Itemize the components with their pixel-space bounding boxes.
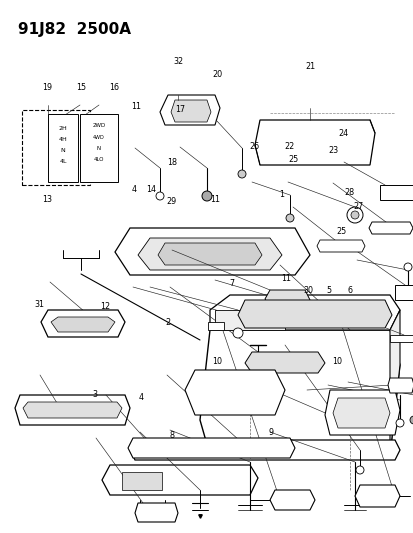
- Bar: [80, 114, 118, 182]
- Text: 13: 13: [43, 196, 52, 204]
- Polygon shape: [389, 335, 413, 342]
- Text: 19: 19: [43, 84, 52, 92]
- Text: 32: 32: [173, 57, 183, 66]
- Polygon shape: [130, 440, 399, 460]
- Polygon shape: [254, 120, 374, 165]
- Polygon shape: [244, 352, 324, 373]
- Text: 4: 4: [138, 393, 143, 401]
- Text: 23: 23: [328, 146, 337, 155]
- Circle shape: [156, 192, 164, 200]
- Circle shape: [355, 466, 363, 474]
- Text: 5: 5: [326, 286, 331, 295]
- Text: 4LO: 4LO: [93, 157, 104, 161]
- Text: 25: 25: [336, 228, 346, 236]
- Text: 16: 16: [109, 84, 119, 92]
- Polygon shape: [389, 310, 399, 455]
- Circle shape: [285, 214, 293, 222]
- Text: 4: 4: [132, 185, 137, 193]
- Text: 1: 1: [278, 190, 283, 198]
- Text: 15: 15: [76, 84, 85, 92]
- Circle shape: [395, 419, 403, 427]
- Polygon shape: [209, 295, 399, 330]
- Text: 91J82  2500A: 91J82 2500A: [18, 22, 131, 37]
- Text: 10: 10: [332, 357, 342, 366]
- Circle shape: [202, 191, 211, 201]
- Circle shape: [237, 170, 245, 178]
- Polygon shape: [368, 222, 412, 234]
- Text: 21: 21: [305, 62, 315, 71]
- Bar: [22, 110, 90, 185]
- Text: 18: 18: [166, 158, 176, 167]
- Text: N: N: [60, 148, 65, 152]
- Text: 31: 31: [34, 301, 44, 309]
- Text: 3: 3: [93, 390, 97, 399]
- Circle shape: [409, 416, 413, 424]
- Text: 7: 7: [229, 279, 234, 288]
- Polygon shape: [185, 370, 284, 415]
- Polygon shape: [128, 438, 294, 458]
- Polygon shape: [324, 390, 399, 435]
- Polygon shape: [199, 330, 399, 455]
- Text: 8: 8: [169, 431, 174, 440]
- Polygon shape: [138, 238, 281, 270]
- Text: 11: 11: [210, 196, 220, 204]
- Text: 4WD: 4WD: [93, 134, 104, 140]
- Text: 12: 12: [100, 302, 110, 311]
- Text: 27: 27: [352, 202, 362, 211]
- Text: N: N: [97, 146, 101, 150]
- Polygon shape: [135, 503, 178, 522]
- Text: 4H: 4H: [59, 136, 67, 141]
- Text: 11: 11: [131, 102, 141, 111]
- Polygon shape: [102, 465, 257, 495]
- Bar: [207, 322, 223, 330]
- Text: 26: 26: [249, 142, 259, 151]
- Bar: [48, 114, 78, 182]
- Text: 11: 11: [280, 274, 290, 282]
- Text: 30: 30: [303, 286, 313, 295]
- Polygon shape: [41, 310, 125, 337]
- Text: 24: 24: [338, 129, 348, 138]
- Polygon shape: [159, 95, 219, 125]
- Text: 17: 17: [175, 105, 185, 114]
- Polygon shape: [15, 395, 130, 425]
- Text: 2WD: 2WD: [92, 123, 105, 127]
- Text: 14: 14: [146, 185, 156, 193]
- Text: 2H: 2H: [59, 125, 67, 131]
- Circle shape: [233, 328, 242, 338]
- Text: 29: 29: [166, 197, 176, 206]
- Polygon shape: [237, 300, 391, 328]
- Text: 10: 10: [212, 357, 222, 366]
- Text: 20: 20: [212, 70, 222, 79]
- Polygon shape: [332, 398, 389, 428]
- Text: 2: 2: [165, 318, 170, 327]
- Polygon shape: [214, 310, 284, 330]
- Text: 9: 9: [268, 429, 273, 437]
- Circle shape: [403, 263, 411, 271]
- Polygon shape: [269, 490, 314, 510]
- Polygon shape: [394, 285, 413, 300]
- Polygon shape: [379, 185, 413, 200]
- Polygon shape: [158, 243, 261, 265]
- Text: 28: 28: [344, 189, 354, 197]
- Polygon shape: [354, 485, 399, 507]
- Polygon shape: [171, 100, 211, 122]
- Bar: [122, 472, 161, 490]
- Text: 25: 25: [288, 156, 298, 164]
- Polygon shape: [23, 402, 122, 418]
- Circle shape: [350, 211, 358, 219]
- Polygon shape: [115, 228, 309, 275]
- Circle shape: [346, 207, 362, 223]
- Polygon shape: [51, 317, 115, 332]
- Polygon shape: [264, 290, 309, 308]
- Polygon shape: [316, 240, 364, 252]
- Text: 22: 22: [284, 142, 294, 151]
- Text: 4L: 4L: [59, 158, 66, 164]
- Polygon shape: [387, 378, 413, 393]
- Text: 6: 6: [347, 286, 351, 295]
